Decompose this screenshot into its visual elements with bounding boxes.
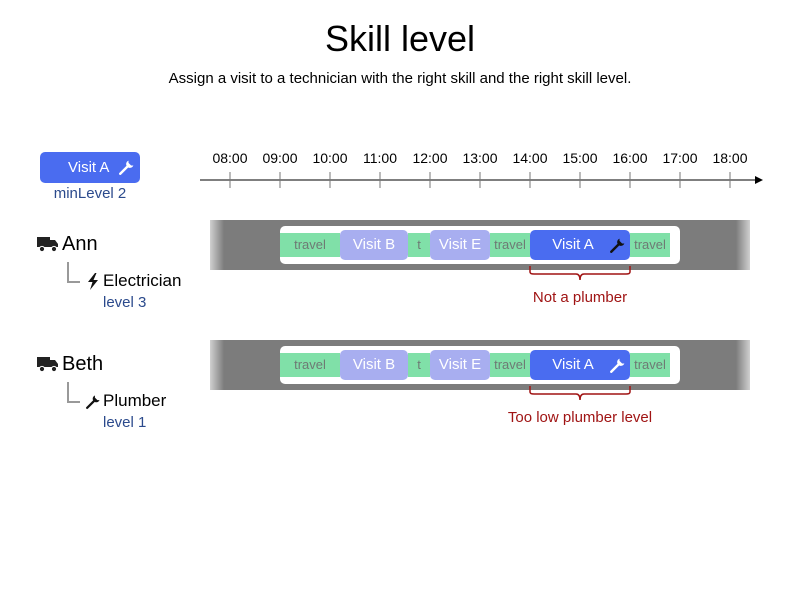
skill-name-electrician: Electrician [103, 271, 182, 290]
visit-a-block: Visit A [530, 230, 630, 260]
travel-segment: travel [490, 233, 530, 257]
wrench-icon [610, 358, 625, 373]
travel-segment: t [408, 353, 430, 377]
travel-segment: travel [280, 353, 340, 377]
timeline-tick-label: 08:00 [212, 150, 248, 166]
travel-segment: travel [280, 233, 340, 257]
timeline-tick-label: 15:00 [562, 150, 598, 166]
timeline-tick-label: 09:00 [262, 150, 298, 166]
error-message-beth: Too low plumber level [507, 409, 653, 426]
wrench-icon [85, 395, 100, 410]
timeline-tick-label: 10:00 [312, 150, 348, 166]
error-message-ann: Not a plumber [532, 289, 628, 306]
skill-level-ann: level 3 [103, 294, 147, 311]
visit-e-block: Visit E [430, 230, 490, 260]
visit-b-block: Visit B [340, 350, 408, 380]
timeline-tick-label: 12:00 [412, 150, 448, 166]
technician-name-ann: Ann [62, 233, 98, 255]
lightning-icon [88, 273, 98, 290]
page-subtitle: Assign a visit to a technician with the … [168, 70, 632, 87]
visit-e-block: Visit E [430, 350, 490, 380]
skill-name-plumber: Plumber [103, 391, 167, 410]
timeline-tick-label: 11:00 [363, 150, 397, 166]
visit-a-card-label: Visit A [68, 159, 110, 176]
truck-icon [37, 357, 58, 372]
travel-segment: travel [490, 353, 530, 377]
error-brace [529, 386, 631, 401]
travel-segment: travel [630, 233, 670, 257]
visit-a-block: Visit A [530, 350, 630, 380]
timeline-tick-label: 13:00 [462, 150, 498, 166]
visit-a-min-level: minLevel 2 [53, 185, 127, 202]
timeline-tick-label: 14:00 [512, 150, 548, 166]
page-title: Skill level [324, 18, 476, 59]
truck-icon [37, 237, 58, 252]
visit-b-block: Visit B [340, 230, 408, 260]
tree-connector [67, 382, 80, 403]
visit-a-card: Visit A [40, 152, 140, 183]
tree-connector [67, 262, 80, 283]
timeline-tick-label: 16:00 [612, 150, 648, 166]
wrench-icon [119, 160, 134, 175]
travel-segment: t [408, 233, 430, 257]
error-brace [529, 266, 631, 281]
travel-segment: travel [630, 353, 670, 377]
skill-level-beth: level 1 [103, 414, 147, 431]
timeline-tick-label: 18:00 [712, 150, 748, 166]
technician-name-beth: Beth [62, 353, 104, 375]
timeline-axis [200, 172, 763, 188]
wrench-icon [610, 238, 625, 253]
timeline-tick-label: 17:00 [662, 150, 698, 166]
